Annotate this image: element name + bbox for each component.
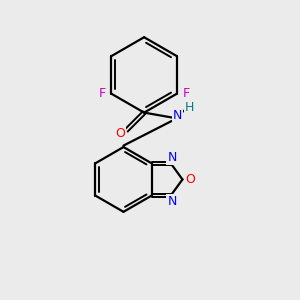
Text: O: O [115,127,125,140]
Text: N: N [167,151,177,164]
Text: F: F [183,87,190,100]
Text: N: N [167,195,177,208]
Text: F: F [98,87,106,100]
Text: O: O [185,173,195,186]
Text: H: H [185,101,195,114]
Text: N: N [173,110,182,122]
